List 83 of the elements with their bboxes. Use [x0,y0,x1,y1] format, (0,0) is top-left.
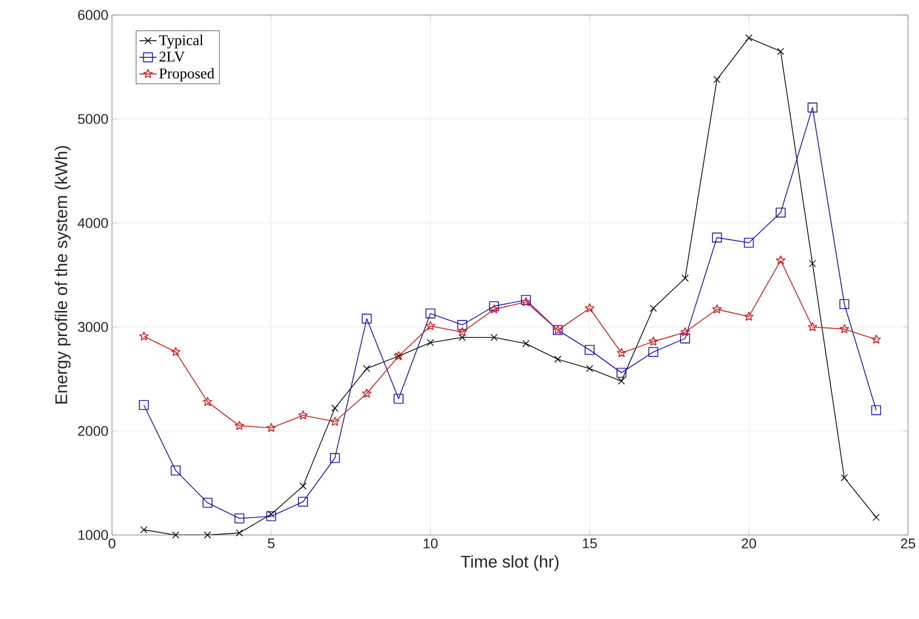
point [171,347,180,356]
point [554,356,562,363]
point [236,529,243,536]
point [839,299,850,309]
x-tick-label: 20 [742,538,756,548]
point [298,496,308,507]
x-tick-label: 0 [108,538,116,548]
point [202,396,212,406]
point [872,334,881,344]
point [330,453,340,463]
y-tick-label: 3000 [78,322,108,332]
y-tick-label: 2000 [78,426,108,436]
point [172,531,180,539]
point [266,511,276,522]
point [268,510,275,518]
point [648,336,658,346]
legend-label: 2LV [160,52,185,62]
point [457,320,468,330]
point [138,400,149,410]
x-tick-label: 15 [582,538,597,548]
point [362,314,372,324]
point [713,76,721,84]
point [840,324,849,334]
y-tick-label: 4000 [78,218,108,228]
point [777,48,784,55]
point [776,208,786,218]
point [426,308,436,318]
y-tick-label: 6000 [78,10,108,20]
point [458,327,467,336]
point [712,232,722,242]
point [682,274,689,282]
x-axis-title: Time slot (hr) [460,555,558,572]
y-tick-label: 1000 [78,530,108,540]
point [489,301,499,312]
point [650,304,657,312]
point [584,303,594,312]
point [140,526,148,534]
point [808,260,816,268]
point [363,365,370,372]
point [234,420,244,430]
point [426,339,434,346]
point [489,304,499,314]
point [648,347,658,357]
point [202,498,212,508]
point [490,334,498,341]
x-tick-label: 5 [268,538,274,548]
point [616,348,626,358]
point [680,327,690,336]
point [745,34,752,42]
point [331,404,338,412]
point [680,334,690,344]
point [266,422,276,432]
point [170,466,181,476]
y-axis-title: Energy profile of the system (kWh) [54,146,71,404]
point [584,344,594,355]
point [744,312,754,321]
point [426,321,436,330]
point [808,322,818,332]
point [299,482,307,490]
point [872,514,880,521]
legend-label: Proposed [159,68,214,82]
point [330,416,340,426]
x-tick-label: 10 [424,538,438,548]
point [394,394,404,404]
point [808,102,818,112]
x-tick-label: 25 [900,538,916,548]
point [616,368,626,378]
legend-label: Typical [159,34,204,48]
point [776,256,786,264]
point [712,304,722,314]
point [298,410,308,420]
point [840,474,848,482]
point [744,238,754,248]
point [522,340,530,348]
point [362,388,372,398]
point [586,365,594,372]
point [139,331,149,340]
point [618,378,626,385]
y-tick-label: 5000 [78,114,108,124]
point [871,405,882,416]
point [234,513,244,524]
point [458,334,466,341]
point [204,531,212,539]
